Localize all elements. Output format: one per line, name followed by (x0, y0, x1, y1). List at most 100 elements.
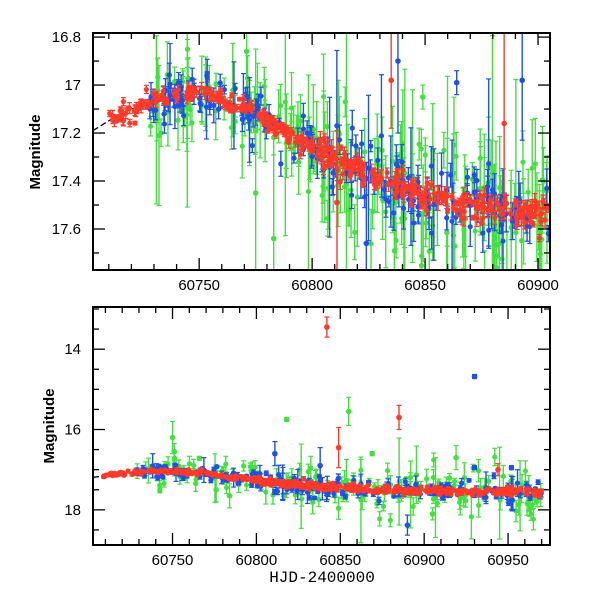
data-point-marker (389, 180, 396, 187)
data-point-marker (529, 502, 535, 508)
red-point (536, 233, 543, 243)
red-point (143, 84, 149, 95)
data-point-marker (496, 241, 502, 247)
data-point-marker (304, 130, 310, 136)
data-point-marker (188, 96, 194, 102)
red-outlier-point (388, 33, 394, 129)
data-point-marker (526, 507, 532, 513)
data-point-marker (486, 161, 492, 167)
data-point-marker (227, 108, 234, 114)
data-point-marker (529, 165, 535, 171)
data-point-marker (252, 464, 258, 470)
red-point (354, 152, 361, 167)
data-point-marker (203, 104, 210, 110)
data-point-marker (544, 185, 550, 191)
data-point-marker (500, 473, 506, 479)
data-point-marker (163, 97, 170, 103)
data-point-marker (358, 467, 364, 473)
data-point-marker (118, 108, 124, 114)
data-point-marker (543, 205, 549, 211)
red-point (270, 115, 277, 124)
data-point-marker (394, 173, 400, 179)
red-point (409, 177, 415, 190)
data-point-marker (153, 107, 159, 113)
data-point-marker (345, 408, 352, 415)
data-point-marker (470, 200, 476, 206)
data-point-marker (474, 177, 480, 184)
bottom-panel-marks (93, 316, 545, 544)
green-point (431, 452, 437, 468)
data-point-marker (461, 226, 467, 233)
data-point-marker (470, 215, 476, 221)
data-point-marker (323, 144, 330, 151)
red-point (328, 138, 335, 157)
red-point (192, 86, 198, 93)
data-point-marker (240, 105, 246, 111)
x-tick-label: 60750 (178, 277, 220, 294)
data-point-marker (489, 187, 496, 193)
data-point-marker (399, 186, 405, 192)
green-point (156, 64, 162, 207)
data-point-marker (424, 180, 430, 186)
green-point (522, 460, 529, 482)
data-point-marker (347, 173, 353, 179)
data-point-marker (305, 469, 311, 475)
data-point-marker (522, 468, 529, 474)
red-outlier-point (334, 130, 340, 270)
data-point-marker (337, 179, 343, 185)
green-point (310, 490, 316, 515)
data-point-marker (185, 75, 191, 81)
data-point-marker (193, 481, 199, 487)
green-outlier-point (429, 507, 436, 521)
data-point-marker (305, 188, 312, 195)
red-point (408, 200, 414, 209)
green-point (157, 480, 163, 491)
data-point-marker (423, 207, 430, 213)
data-point-marker (449, 218, 455, 224)
red-point (265, 128, 271, 134)
data-point-marker (380, 503, 387, 509)
data-point-marker (522, 219, 528, 226)
red-point (174, 90, 180, 100)
blue-point (545, 224, 550, 243)
data-point-marker (252, 190, 259, 196)
data-point-marker (492, 215, 498, 221)
red-point (470, 214, 476, 221)
red-point (522, 215, 528, 230)
red-point (125, 105, 131, 112)
data-point-marker (537, 212, 543, 218)
data-point-marker (508, 211, 514, 217)
data-point-marker (461, 208, 467, 215)
data-point-marker (453, 454, 459, 461)
red-point (260, 111, 266, 124)
data-point-marker (220, 98, 226, 105)
data-point-marker (384, 467, 391, 474)
red-point (120, 97, 126, 107)
red-point (371, 167, 377, 178)
red-point (513, 198, 519, 206)
data-point-marker (519, 77, 526, 84)
y-tick-label: 17.2 (52, 125, 81, 142)
data-point-marker (143, 86, 149, 93)
red-point (347, 171, 353, 181)
data-point-marker (384, 170, 390, 176)
green-point (441, 131, 447, 169)
data-point-marker (123, 110, 129, 116)
data-point-marker (375, 180, 381, 186)
red-point (240, 94, 246, 104)
data-point-marker (500, 238, 506, 244)
data-point-marker (157, 482, 163, 488)
data-point-marker (513, 199, 519, 205)
blue-outlier-point (453, 70, 460, 96)
data-point-marker (385, 182, 392, 188)
data-point-marker (532, 161, 538, 167)
data-point-marker (423, 191, 429, 197)
blue-point (278, 150, 284, 177)
blue-outlier-point (519, 33, 526, 141)
blue-point (375, 147, 381, 174)
data-point-marker (504, 272, 509, 277)
data-point-marker (352, 229, 358, 235)
data-point-marker (247, 464, 253, 470)
red-point (467, 194, 473, 204)
